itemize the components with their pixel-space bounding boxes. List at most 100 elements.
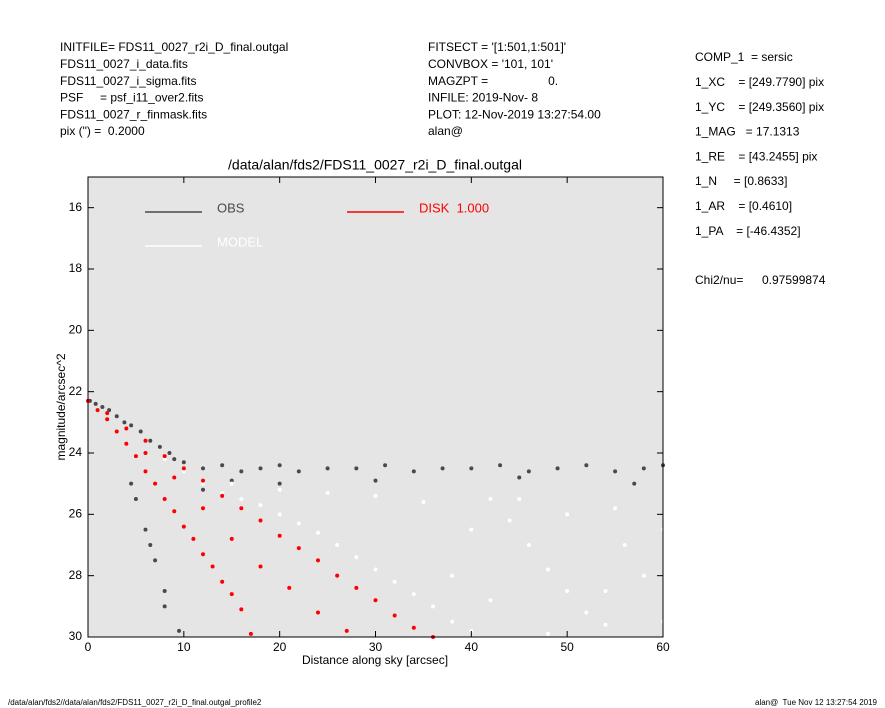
data-point <box>129 423 134 428</box>
data-point <box>148 543 153 547</box>
data-point <box>450 573 455 578</box>
data-point <box>114 414 119 419</box>
data-point <box>220 493 225 498</box>
data-point <box>177 628 182 633</box>
data-point <box>354 466 359 471</box>
data-point <box>622 543 627 547</box>
fit-parameter: 1_RE = [43.2455] pix <box>695 149 817 163</box>
data-point <box>143 438 148 443</box>
data-point <box>344 628 349 633</box>
data-point <box>373 493 378 498</box>
fit-parameter: 1_AR = [0.4610] <box>695 199 792 213</box>
data-point <box>641 466 646 471</box>
data-point <box>335 543 340 547</box>
header-middle-line: CONVBOX = '101, 101' <box>428 57 553 71</box>
data-point <box>373 598 378 603</box>
data-point <box>258 503 263 508</box>
y-tick-label: 20 <box>69 323 83 337</box>
header-left-line: pix (") = 0.2000 <box>60 124 145 138</box>
data-point <box>143 469 148 474</box>
data-point <box>488 497 493 501</box>
x-tick-label: 40 <box>465 640 479 654</box>
data-point <box>440 466 445 471</box>
data-point <box>95 408 100 413</box>
data-point <box>546 567 550 572</box>
data-point <box>143 451 148 455</box>
header-middle-line: INFILE: 2019-Nov- 8 <box>428 91 538 105</box>
data-point <box>354 555 359 560</box>
plot-area <box>88 177 663 637</box>
data-point <box>239 506 244 511</box>
y-axis-label: magnitude/arcsec^2 <box>54 353 68 460</box>
fit-parameter: COMP_1 = sersic <box>695 50 793 64</box>
x-tick-label: 30 <box>369 640 383 654</box>
data-point <box>546 631 550 636</box>
y-tick-label: 26 <box>69 507 83 521</box>
chi2-label: Chi2/nu= <box>695 273 743 287</box>
data-point <box>469 628 474 633</box>
data-point <box>239 607 244 612</box>
data-point <box>526 469 531 474</box>
data-point <box>411 592 416 597</box>
data-point <box>220 490 225 495</box>
data-point <box>277 487 282 492</box>
data-point <box>603 589 608 593</box>
data-point <box>229 481 234 486</box>
header-left-line: FDS11_0027_i_data.fits <box>60 57 188 71</box>
data-point <box>201 487 205 492</box>
fit-parameter: 1_XC = [249.7790] pix <box>695 75 824 89</box>
data-point <box>220 579 225 584</box>
data-point <box>162 454 167 459</box>
y-tick-label: 18 <box>69 261 83 275</box>
footer-left: /data/alan/fds2//data/alan/fds2/FDS11_00… <box>8 698 262 707</box>
data-point <box>93 401 98 406</box>
data-point <box>507 518 512 523</box>
data-point <box>584 610 589 615</box>
x-tick-label: 50 <box>560 640 574 654</box>
data-point <box>100 405 105 409</box>
data-point <box>229 478 234 483</box>
header-left-line: FDS11_0027_r_finmask.fits <box>60 107 207 121</box>
data-point <box>316 558 320 563</box>
data-point <box>277 463 282 468</box>
data-point <box>114 429 119 434</box>
data-point <box>162 604 167 609</box>
data-point <box>172 509 177 514</box>
data-point <box>287 585 292 590</box>
data-point <box>157 444 162 449</box>
data-point <box>517 475 522 480</box>
header-middle-line: FITSECT = '[1:501,1:501]' <box>428 40 566 54</box>
data-point <box>220 463 225 468</box>
data-point <box>613 506 618 511</box>
data-point <box>239 497 244 501</box>
header-left-line: FDS11_0027_i_sigma.fits <box>60 74 197 88</box>
data-point <box>565 512 570 517</box>
data-point <box>162 589 167 593</box>
legend-label: DISK 1.000 <box>419 200 489 215</box>
data-point <box>296 521 301 526</box>
data-point <box>153 481 158 486</box>
data-point <box>613 469 618 474</box>
data-point <box>296 546 301 551</box>
data-point <box>201 552 205 557</box>
data-point <box>181 466 186 471</box>
x-tick-label: 60 <box>656 640 670 654</box>
data-point <box>229 536 234 541</box>
data-point <box>181 460 186 465</box>
data-point <box>129 481 134 486</box>
data-point <box>172 457 177 462</box>
y-tick-label: 16 <box>69 200 83 214</box>
fit-parameter: 1_YC = [249.3560] pix <box>695 100 824 114</box>
data-point <box>632 481 637 486</box>
data-point <box>148 438 153 443</box>
data-point <box>162 457 167 462</box>
data-point <box>107 408 112 413</box>
data-point <box>201 478 205 483</box>
data-point <box>191 536 196 541</box>
data-point <box>565 589 570 593</box>
data-point <box>469 527 474 532</box>
y-tick-label: 30 <box>69 629 83 643</box>
data-point <box>201 481 205 486</box>
y-tick-label: 24 <box>69 445 83 459</box>
data-point <box>526 543 531 547</box>
